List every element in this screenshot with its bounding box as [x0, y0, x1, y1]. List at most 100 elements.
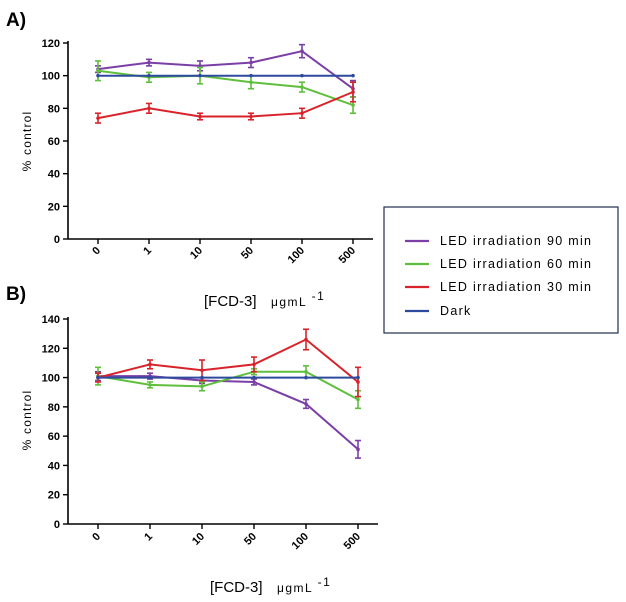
- panel-a-x-axis-title-main: [FCD-3]: [204, 293, 257, 310]
- data-point: [200, 375, 204, 380]
- data-point: [356, 447, 360, 452]
- data-point: [356, 397, 360, 402]
- y-tick-label: 0: [54, 519, 60, 531]
- y-tick-label: 140: [42, 314, 60, 326]
- x-tick-label: 50: [239, 245, 256, 262]
- panel-b-x-axis-title-main: [FCD-3]: [210, 579, 263, 596]
- y-tick-label: 100: [42, 373, 60, 385]
- panel-a-x-axis-title-unit: μgmL: [271, 295, 307, 309]
- y-tick-label: 20: [48, 201, 60, 213]
- data-point: [304, 375, 308, 380]
- x-tick-label: 10: [190, 531, 207, 548]
- y-tick-label: 40: [48, 460, 60, 472]
- data-point: [148, 383, 152, 387]
- data-point: [300, 73, 304, 78]
- y-tick-label: 100: [42, 71, 60, 83]
- y-tick-label: 80: [48, 402, 60, 414]
- series-led-irradiation-60-min: [95, 60, 356, 115]
- data-point: [96, 375, 100, 380]
- data-point: [356, 380, 360, 384]
- data-point: [96, 73, 100, 78]
- data-point: [300, 49, 304, 53]
- x-tick-label: 500: [337, 245, 358, 266]
- legend-label: LED irradiation 90 min: [440, 234, 592, 248]
- data-point: [252, 375, 256, 380]
- legend: LED irradiation 90 min LED irradiation 6…: [383, 206, 619, 334]
- data-point: [304, 337, 308, 342]
- data-point: [148, 375, 152, 380]
- series-led-irradiation-30-min: [95, 81, 356, 124]
- series-led-irradiation-30-min: [95, 328, 361, 398]
- x-tick-label: 1: [142, 531, 155, 544]
- data-point: [147, 106, 151, 111]
- data-point: [351, 73, 355, 78]
- y-tick-label: 20: [48, 490, 60, 502]
- panel-a-x-axis-title-unit-exp: -1: [312, 289, 326, 303]
- data-point: [198, 114, 202, 119]
- legend-label: LED irradiation 30 min: [440, 280, 592, 294]
- data-point: [249, 80, 253, 84]
- x-tick-label: 10: [188, 245, 205, 262]
- data-point: [200, 368, 204, 373]
- x-tick-label: 0: [90, 531, 103, 544]
- data-point: [198, 73, 202, 78]
- data-point: [249, 73, 253, 78]
- data-point: [351, 103, 355, 107]
- panel-b-y-axis-title: % control: [20, 390, 34, 451]
- data-point: [249, 114, 253, 119]
- series-dark: [96, 375, 360, 380]
- series-led-irradiation-90-min: [95, 370, 361, 459]
- data-point: [147, 60, 151, 65]
- panel-a-x-axis-title: [FCD-3] μgmL -1: [204, 289, 325, 310]
- chart-panel-a: A) % control [FCD-3] μgmL -1 02040608010…: [6, 10, 373, 310]
- legend-entry-30min: LED irradiation 30 min: [405, 280, 592, 294]
- x-tick-label: 1: [141, 245, 154, 258]
- data-point: [148, 362, 152, 367]
- x-tick-label: 50: [242, 531, 259, 548]
- legend-label: Dark: [440, 304, 472, 318]
- legend-entry-60min: LED irradiation 60 min: [405, 257, 592, 271]
- series-line: [98, 375, 359, 451]
- panel-b-x-axis-title-unit-exp: -1: [318, 575, 332, 589]
- series-line: [97, 91, 354, 120]
- legend-entry-90min: LED irradiation 90 min: [405, 234, 592, 248]
- legend-entry-dark: Dark: [405, 304, 472, 318]
- panel-a-label: A): [6, 10, 26, 31]
- y-tick-label: 60: [48, 431, 60, 443]
- y-tick-label: 60: [48, 136, 60, 148]
- data-point: [304, 402, 308, 406]
- data-point: [356, 375, 360, 380]
- series-led-irradiation-60-min: [95, 365, 361, 410]
- data-point: [96, 68, 100, 73]
- legend-label: LED irradiation 60 min: [440, 257, 592, 271]
- chart-panel-b: B) % control [FCD-3] μgmL -1 02040608010…: [6, 284, 378, 596]
- y-tick-label: 80: [48, 103, 60, 115]
- y-tick-label: 40: [48, 169, 60, 181]
- series-dark: [96, 73, 355, 78]
- x-tick-label: 100: [290, 531, 311, 552]
- series-line: [97, 338, 359, 383]
- data-point: [96, 116, 100, 120]
- data-point: [351, 90, 355, 94]
- series-led-irradiation-90-min: [95, 43, 356, 98]
- data-point: [252, 380, 256, 384]
- data-point: [300, 85, 304, 89]
- y-tick-label: 120: [42, 343, 60, 355]
- data-point: [200, 384, 204, 389]
- data-point: [249, 60, 253, 65]
- x-tick-label: 0: [90, 245, 103, 258]
- data-point: [300, 111, 304, 116]
- panel-a-y-axis-title: % control: [20, 111, 34, 172]
- panel-b-x-axis-title: [FCD-3] μgmL -1: [210, 575, 331, 596]
- x-tick-label: 100: [286, 245, 307, 266]
- y-tick-label: 120: [42, 38, 60, 50]
- y-tick-label: 0: [54, 234, 60, 246]
- x-tick-label: 500: [342, 531, 363, 552]
- panel-b-label: B): [6, 284, 26, 305]
- data-point: [304, 369, 308, 374]
- panel-b-x-axis-title-unit: μgmL: [277, 581, 313, 595]
- data-point: [252, 362, 256, 367]
- series-line: [97, 370, 359, 401]
- series-line: [97, 50, 354, 90]
